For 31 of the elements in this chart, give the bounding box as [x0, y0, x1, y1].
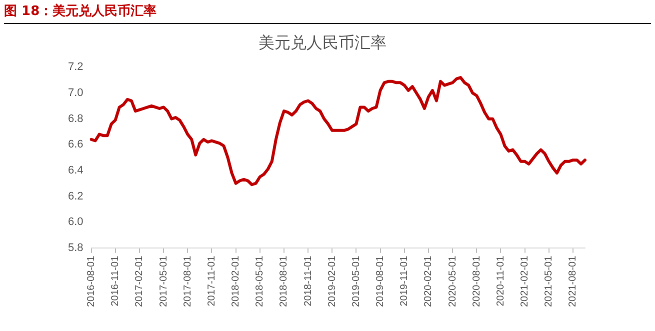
x-tick-label: 2018-05-01: [254, 255, 266, 308]
x-tick-label: 2020-05-01: [447, 255, 458, 308]
x-tick-label: 2020-08-01: [471, 255, 482, 308]
x-tick-label: 2019-11-01: [399, 255, 410, 306]
y-tick-label: 7.0: [68, 87, 84, 100]
caption: 图 18：美元兑人民币汇率: [4, 2, 651, 24]
x-tick-label: 2016-08-01: [86, 255, 98, 308]
y-tick-label: 7.2: [68, 61, 84, 74]
x-tick-label: 2019-05-01: [350, 255, 362, 308]
x-tick-label: 2021-08-01: [568, 255, 579, 308]
y-tick-label: 5.8: [68, 242, 84, 254]
y-tick-label: 6.8: [68, 112, 84, 125]
x-tick-label: 2021-02-01: [520, 255, 531, 308]
x-tick-label: 2021-05-01: [544, 255, 555, 308]
y-tick-label: 6.6: [68, 138, 84, 151]
x-tick-label: 2020-11-01: [495, 255, 506, 306]
x-tick-label: 2018-11-01: [302, 255, 314, 306]
x-tick-label: 2018-02-01: [230, 255, 242, 308]
chart-title: 美元兑人民币汇率: [258, 32, 386, 52]
x-tick-label: 2017-11-01: [206, 255, 218, 306]
x-tick-label: 2017-02-01: [134, 255, 146, 308]
x-tick-label: 2019-02-01: [326, 255, 338, 308]
x-tick-label: 2017-05-01: [158, 255, 170, 308]
x-tick-label: 2017-08-01: [182, 255, 194, 308]
y-tick-label: 6.0: [68, 216, 84, 228]
x-tick-label: 2018-08-01: [278, 255, 290, 308]
x-tick-label: 2020-02-01: [423, 255, 434, 308]
x-tick-label: 2016-11-01: [110, 255, 122, 306]
y-tick-label: 6.4: [68, 164, 84, 176]
x-tick-label: 2019-08-01: [375, 255, 386, 308]
y-tick-label: 6.2: [68, 190, 84, 202]
